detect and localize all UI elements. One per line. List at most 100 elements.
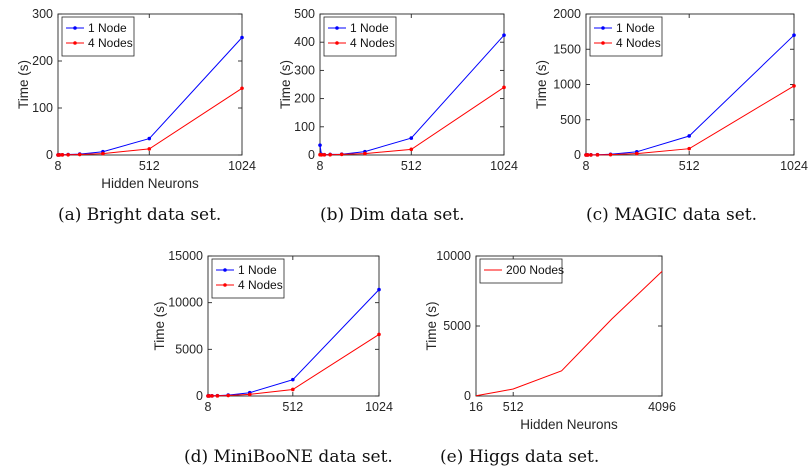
y-tick-label: 100 bbox=[32, 101, 53, 115]
caption-b: (b) Dim data set. bbox=[320, 205, 465, 225]
chart-2: 0 500 1000 1500 2000 8 512 1024 Time (s) 1 Node4 … bbox=[534, 7, 808, 173]
x-tick-label: 8 bbox=[317, 159, 324, 173]
series-line-0 bbox=[475, 271, 663, 397]
y-tick-label: 5000 bbox=[175, 342, 203, 356]
data-point bbox=[291, 387, 295, 392]
legend-box bbox=[589, 16, 663, 57]
x-tick-label: 512 bbox=[503, 400, 524, 414]
legend-label: 4 Nodes bbox=[616, 36, 661, 50]
y-tick-label: 0 bbox=[196, 389, 203, 403]
data-point bbox=[77, 152, 82, 157]
data-point bbox=[409, 136, 414, 140]
data-point bbox=[377, 332, 381, 337]
caption-e: (e) Higgs data set. bbox=[440, 447, 600, 467]
y-tick-label: 0 bbox=[574, 148, 581, 162]
y-tick-label: 5000 bbox=[443, 319, 471, 333]
y-tick-label: 1000 bbox=[553, 78, 581, 92]
data-point bbox=[210, 394, 214, 398]
x-tick-label: 4096 bbox=[648, 400, 676, 414]
legend-label: 200 Nodes bbox=[506, 263, 564, 277]
plot-frame bbox=[57, 13, 243, 156]
y-tick-label: 2000 bbox=[553, 7, 581, 21]
legend-label: 1 Node bbox=[238, 263, 277, 277]
plot-frame bbox=[207, 255, 380, 397]
y-axis-label: Time (s) bbox=[278, 60, 293, 109]
legend-marker bbox=[601, 41, 605, 45]
data-point bbox=[634, 151, 639, 156]
series-line-1 bbox=[586, 85, 795, 156]
legend-label: 4 Nodes bbox=[88, 36, 133, 50]
series-line-1 bbox=[208, 333, 380, 397]
data-point bbox=[207, 394, 212, 398]
legend-box bbox=[323, 16, 397, 57]
y-tick-label: 0 bbox=[464, 389, 471, 403]
data-point bbox=[322, 152, 327, 157]
data-point bbox=[57, 153, 62, 157]
x-tick-label: 512 bbox=[401, 159, 422, 173]
y-tick-label: 0 bbox=[46, 148, 53, 162]
y-tick-label: 300 bbox=[32, 7, 53, 21]
series-line-1 bbox=[319, 86, 505, 156]
y-tick-label: 300 bbox=[294, 63, 315, 77]
legend-marker bbox=[223, 283, 227, 287]
data-point bbox=[339, 152, 344, 157]
y-axis-label: Time (s) bbox=[534, 60, 549, 109]
y-tick-label: 200 bbox=[32, 54, 53, 68]
legend-label: 1 Node bbox=[616, 21, 655, 35]
x-tick-label: 1024 bbox=[228, 159, 256, 173]
caption-c: (c) MAGIC data set. bbox=[586, 205, 757, 225]
plot-frame bbox=[319, 13, 505, 156]
caption-a: (a) Bright data set. bbox=[58, 205, 222, 225]
legend-marker bbox=[601, 26, 605, 30]
data-point bbox=[291, 377, 295, 382]
data-point bbox=[377, 287, 381, 292]
data-point bbox=[409, 147, 414, 152]
y-tick-label: 10000 bbox=[436, 249, 471, 263]
x-tick-label: 1024 bbox=[780, 159, 808, 173]
y-tick-label: 100 bbox=[294, 120, 315, 134]
legend-marker bbox=[335, 41, 339, 45]
data-point bbox=[147, 147, 152, 151]
data-point bbox=[502, 33, 506, 37]
x-axis-label: Hidden Neurons bbox=[520, 417, 618, 432]
data-point bbox=[328, 152, 332, 157]
y-tick-label: 10000 bbox=[168, 296, 203, 310]
chart-4: 0 5000 10000 16 512 4096 Hidden Neurons Time (s… bbox=[424, 249, 676, 432]
x-tick-label: 1024 bbox=[490, 159, 518, 173]
x-tick-label: 512 bbox=[282, 400, 303, 414]
data-point bbox=[60, 153, 65, 157]
data-point bbox=[226, 393, 230, 398]
data-point bbox=[147, 136, 152, 141]
y-axis-label: Time (s) bbox=[152, 302, 167, 351]
x-axis-label: Hidden Neurons bbox=[101, 176, 199, 191]
x-tick-label: 16 bbox=[469, 400, 483, 414]
data-point bbox=[608, 152, 613, 157]
x-tick-label: 1024 bbox=[365, 400, 393, 414]
data-point bbox=[240, 86, 244, 91]
data-point bbox=[585, 153, 590, 157]
y-tick-label: 1500 bbox=[553, 42, 581, 56]
y-tick-label: 500 bbox=[294, 7, 315, 21]
y-tick-label: 15000 bbox=[168, 249, 203, 263]
x-tick-label: 512 bbox=[139, 159, 160, 173]
chart-0: 0 100 200 300 8 512 1024 Hidden Neurons Time (s)… bbox=[16, 7, 256, 191]
legend-box bbox=[479, 258, 563, 284]
data-point bbox=[363, 151, 367, 156]
data-point bbox=[792, 33, 796, 37]
data-point bbox=[66, 152, 70, 157]
y-tick-label: 0 bbox=[308, 148, 315, 162]
legend-marker bbox=[335, 26, 339, 30]
data-point bbox=[687, 146, 691, 151]
data-point bbox=[687, 134, 691, 138]
y-axis-label: Time (s) bbox=[424, 302, 439, 351]
data-point bbox=[318, 143, 322, 147]
data-point bbox=[215, 394, 220, 398]
series-line-1 bbox=[57, 87, 243, 156]
x-tick-label: 512 bbox=[679, 159, 700, 173]
legend-label: 4 Nodes bbox=[350, 36, 395, 50]
legend-label: 4 Nodes bbox=[238, 278, 283, 292]
legend-label: 1 Node bbox=[350, 21, 389, 35]
legend-box bbox=[211, 258, 285, 299]
